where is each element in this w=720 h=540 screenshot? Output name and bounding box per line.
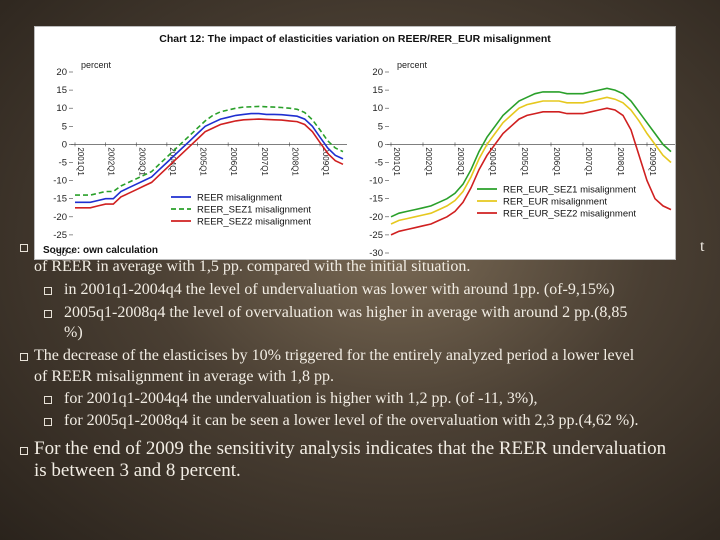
legend-label: RER_EUR misalignment	[503, 197, 607, 208]
chart-canvas: percent 20 15 10 5 0 -5 -10 -15 -20 -25 -30 2001Q1 20…	[53, 60, 675, 259]
x-tick-label: 2008Q1	[290, 147, 299, 176]
sub-bullet-marker-1b	[44, 310, 52, 318]
source-note: Source: own calculation	[43, 245, 159, 256]
legend-label: RER_EUR_SEZ1 misalignment	[503, 185, 636, 196]
x-tick-label: 2007Q1	[260, 147, 269, 176]
bullet-3-line-2: is between 3 and 8 percent.	[34, 460, 241, 481]
y-tick-label: 10	[56, 103, 67, 114]
legend-label: RER_EUR_SEZ2 misalignment	[503, 209, 636, 220]
y-tick-label: 0	[378, 139, 383, 150]
bullet-2-sub-2: for 2005q1-2008q4 it can be seen a lower…	[64, 412, 639, 429]
y-tick-label: -5	[375, 158, 383, 169]
x-tick-label: 2002Q1	[107, 147, 116, 176]
x-tick-label: 2005Q1	[520, 147, 529, 176]
y-tick-label: -30	[369, 248, 383, 259]
bullet-1-line-2: of REER in average with 1,5 pp. compared…	[34, 258, 471, 275]
x-tick-label: 2002Q1	[424, 147, 433, 176]
y-tick-label: 5	[378, 121, 383, 132]
y-tick-label: -10	[369, 176, 383, 187]
series-line-rer-eur-misalignment	[390, 96, 672, 225]
x-tick-label: 2001Q1	[392, 147, 401, 176]
x-tick-label: 2001Q1	[76, 147, 85, 176]
bullet-2-sub-1: for 2001q1-2004q4 the undervaluation is …	[64, 390, 538, 407]
bullet-1-partial: t	[700, 238, 705, 255]
y-tick-label: 20	[56, 67, 67, 78]
bullet-marker-2	[20, 353, 28, 361]
bullet-1-sub-2b: %)	[64, 324, 83, 341]
y-tick-label: -5	[59, 158, 67, 169]
bullet-marker-1	[20, 244, 28, 252]
y-tick-label: -20	[53, 212, 67, 223]
y-tick-label: -20	[369, 212, 383, 223]
bullet-2-line-2: of REER misalignment in average with 1,8…	[34, 368, 334, 385]
series-line-reer-sez2-misalignment	[75, 118, 344, 209]
legend-label: REER misalignment	[197, 193, 282, 204]
legend-label: REER_SEZ2 misalignment	[197, 217, 311, 228]
y-tick-label: 0	[62, 139, 67, 150]
x-tick-label: 2007Q1	[584, 147, 593, 176]
sub-bullet-marker-2a	[44, 396, 52, 404]
sub-bullet-marker-1a	[44, 287, 52, 295]
chart-panel: Chart 12: The impact of elasticities var…	[34, 26, 676, 260]
x-tick-label: 2005Q1	[199, 147, 208, 176]
y-axis-label-1: percent	[81, 60, 112, 70]
y-tick-label: 15	[372, 85, 383, 96]
series-line-rer-eur-sez1-misalignment	[390, 87, 672, 218]
chart-title: Chart 12: The impact of elasticities var…	[159, 33, 551, 45]
bullet-marker-3	[20, 447, 28, 455]
x-tick-label: 2009Q1	[648, 147, 657, 176]
y-tick-label: -30	[53, 248, 67, 259]
y-tick-label: -15	[369, 194, 383, 205]
series-line-rer-eur-sez2-misalignment	[390, 107, 672, 236]
y-tick-label: -15	[53, 194, 67, 205]
sub-bullet-marker-2b	[44, 418, 52, 426]
legend-label: REER_SEZ1 misalignment	[197, 205, 311, 216]
y-tick-label: 5	[62, 121, 67, 132]
bullet-1-sub-1: in 2001q1-2004q4 the level of undervalua…	[64, 281, 615, 298]
x-tick-label: 2003Q1	[137, 147, 146, 176]
series-line-reer-misalignment	[75, 112, 344, 204]
bullet-1-sub-2a: 2005q1-2008q4 the level of overvaluation…	[64, 304, 628, 321]
y-tick-label: 15	[56, 85, 67, 96]
y-tick-label: -25	[53, 230, 67, 241]
x-tick-label: 2008Q1	[616, 147, 625, 176]
bullet-2-line-1: The decrease of the elasticises by 10% t…	[34, 347, 635, 364]
y-tick-label: 10	[372, 103, 383, 114]
x-tick-label: 2003Q1	[456, 147, 465, 176]
x-tick-label: 2006Q1	[552, 147, 561, 176]
x-tick-label: 2004Q1	[488, 147, 497, 176]
y-axis-label-2: percent	[397, 60, 428, 70]
x-tick-label: 2009Q1	[321, 147, 330, 176]
y-tick-label: -25	[369, 230, 383, 241]
y-tick-label: -10	[53, 176, 67, 187]
y-tick-label: 20	[372, 67, 383, 78]
x-tick-label: 2006Q1	[229, 147, 238, 176]
bullet-3-line-1: For the end of 2009 the sensitivity anal…	[34, 438, 667, 459]
series-line-reer-sez1-misalignment	[75, 105, 344, 196]
